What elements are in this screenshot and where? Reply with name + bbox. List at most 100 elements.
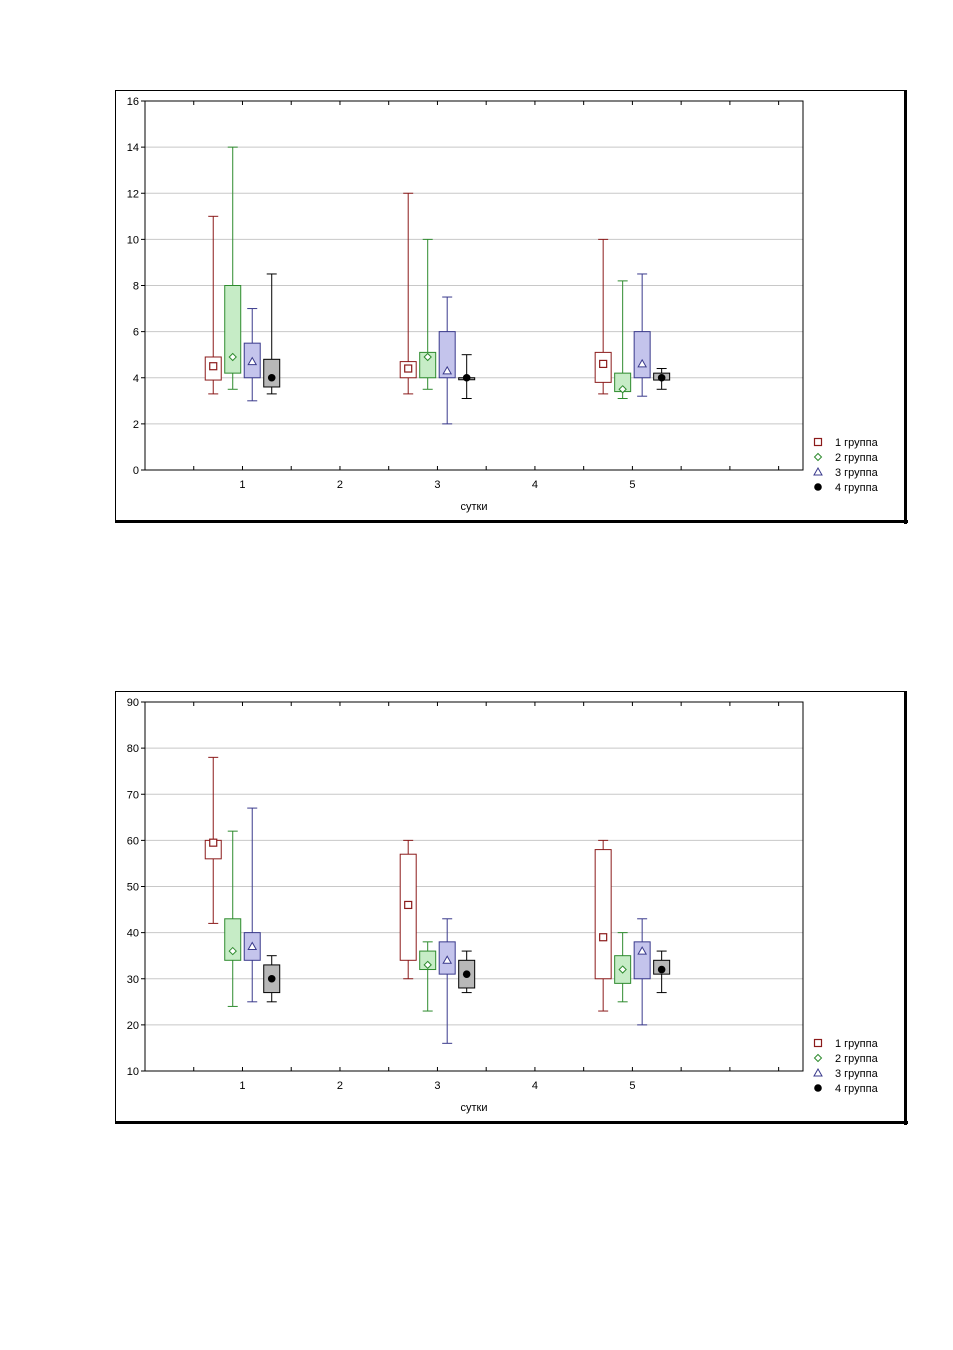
box-group xyxy=(224,146,242,390)
box-group xyxy=(224,830,242,1007)
box xyxy=(438,331,456,379)
legend-label: 2 группа xyxy=(835,1053,879,1065)
box-group xyxy=(614,932,632,1003)
box xyxy=(633,941,651,980)
y-tick-label: 2 xyxy=(133,419,139,431)
median-marker xyxy=(404,364,413,373)
x-tick-label: 2 xyxy=(337,1080,343,1092)
legend-marker xyxy=(813,1038,823,1048)
x-axis-label: сутки xyxy=(461,501,488,513)
box-group xyxy=(594,238,612,395)
legend-marker xyxy=(813,452,823,462)
y-tick-label: 8 xyxy=(133,281,139,293)
legend-marker xyxy=(813,1053,823,1063)
legend-marker xyxy=(814,483,822,491)
box xyxy=(263,358,281,388)
box-group xyxy=(633,918,651,1026)
legend-marker xyxy=(813,437,823,447)
x-tick-label: 1 xyxy=(239,1080,245,1092)
y-tick-label: 10 xyxy=(127,234,139,246)
y-tick-label: 4 xyxy=(133,373,139,385)
median-marker xyxy=(442,955,453,964)
chart-2: 10 20 30 40 50 60 70 80 90 1 2 3 4 5 сутки 1 группа 2 гр… xyxy=(115,691,908,1125)
y-tick-label: 60 xyxy=(127,835,139,847)
x-tick-label: 2 xyxy=(337,479,343,491)
median-marker xyxy=(657,965,666,974)
median-marker xyxy=(209,362,218,371)
chart-frame-border xyxy=(115,691,905,1122)
y-tick-label: 70 xyxy=(127,789,139,801)
legend-label: 1 группа xyxy=(835,437,879,449)
box-group xyxy=(653,368,671,390)
box-group xyxy=(204,215,222,395)
median-marker xyxy=(599,359,608,369)
x-tick-label: 3 xyxy=(434,1080,440,1092)
median-marker xyxy=(247,356,258,366)
median-marker xyxy=(267,974,276,983)
legend-label: 4 группа xyxy=(835,1083,879,1095)
median-marker xyxy=(423,352,432,362)
x-tick-label: 4 xyxy=(532,1080,538,1092)
box-group xyxy=(594,839,612,1012)
x-tick-label: 1 xyxy=(239,479,245,491)
chart-1: 0 2 4 6 8 10 12 14 16 1 2 3 4 5 сутки 1 группа 2 группа 3… xyxy=(115,90,908,524)
y-tick-label: 6 xyxy=(133,327,139,339)
legend-label: 3 группа xyxy=(835,1068,879,1080)
y-tick-label: 30 xyxy=(127,974,139,986)
median-marker xyxy=(599,933,608,942)
box-group xyxy=(633,273,651,397)
x-tick-label: 4 xyxy=(532,479,538,491)
y-tick-label: 0 xyxy=(133,465,139,477)
box-group xyxy=(653,950,671,994)
box-group xyxy=(263,955,281,1003)
legend-label: 2 группа xyxy=(835,452,879,464)
chart-svg: 10 20 30 40 50 60 70 80 90 1 2 3 4 5 сутки 1 группа 2 гр… xyxy=(115,691,908,1125)
box-group xyxy=(438,296,456,425)
median-marker xyxy=(423,960,432,970)
legend-label: 3 группа xyxy=(835,467,879,479)
median-marker xyxy=(657,373,666,382)
box-group xyxy=(438,918,456,1044)
box-group xyxy=(458,354,476,400)
y-tick-label: 50 xyxy=(127,882,139,894)
legend-label: 1 группа xyxy=(835,1038,879,1050)
median-marker xyxy=(618,965,627,974)
box xyxy=(419,351,437,379)
y-tick-label: 14 xyxy=(127,142,139,154)
legend-marker xyxy=(813,466,823,476)
box-group xyxy=(458,950,476,994)
box xyxy=(224,918,242,961)
x-tick-label: 3 xyxy=(434,479,440,491)
box xyxy=(224,285,242,374)
chart-frame-border xyxy=(115,90,905,521)
x-tick-label: 5 xyxy=(629,1080,635,1092)
box xyxy=(633,331,651,379)
median-marker xyxy=(442,365,453,375)
box-group xyxy=(399,192,417,395)
median-marker xyxy=(247,941,258,950)
median-marker xyxy=(637,946,648,955)
box-group xyxy=(243,807,261,1003)
median-marker xyxy=(228,352,237,362)
box-group xyxy=(243,308,261,402)
y-tick-label: 90 xyxy=(127,697,139,709)
legend-label: 4 группа xyxy=(835,482,879,494)
x-tick-label: 5 xyxy=(629,479,635,491)
box-group xyxy=(419,941,437,1012)
median-marker xyxy=(228,946,237,956)
y-tick-label: 20 xyxy=(127,1020,139,1032)
median-marker xyxy=(637,358,648,368)
box-group xyxy=(614,280,632,400)
box-group xyxy=(263,273,281,395)
box-group xyxy=(419,238,437,390)
legend-marker xyxy=(814,1084,822,1092)
y-tick-label: 10 xyxy=(127,1066,139,1078)
median-marker xyxy=(462,970,471,978)
box xyxy=(594,849,612,980)
y-tick-label: 12 xyxy=(127,188,139,200)
median-marker xyxy=(618,385,627,394)
y-tick-label: 40 xyxy=(127,928,139,940)
median-marker xyxy=(267,373,276,382)
median-marker xyxy=(404,900,413,910)
